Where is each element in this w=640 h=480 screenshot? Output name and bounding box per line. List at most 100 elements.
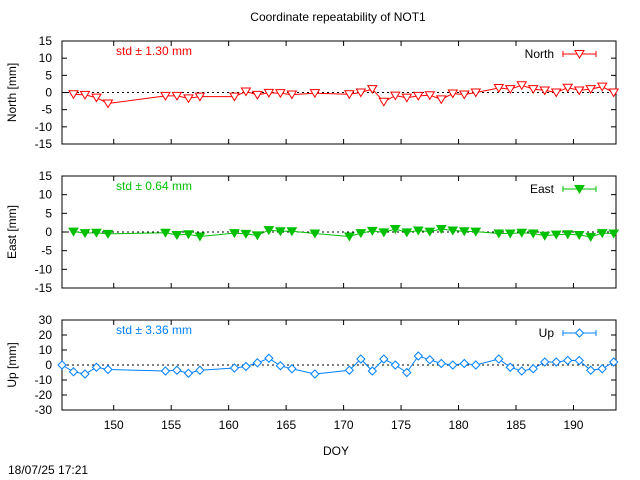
north-point	[493, 84, 505, 94]
up-point	[459, 358, 469, 369]
x-tick-label: 165	[276, 418, 296, 432]
up-ytick-label: 10	[39, 343, 53, 357]
up-point	[367, 366, 378, 376]
up-point	[425, 355, 435, 365]
up-point	[195, 365, 205, 375]
up-point	[402, 367, 412, 378]
north-point	[68, 90, 79, 100]
east-ytick-label: -10	[35, 262, 53, 276]
east-point	[401, 228, 413, 238]
north-ytick-label: 10	[39, 51, 53, 65]
east-point	[102, 229, 114, 239]
east-point	[412, 226, 424, 236]
north-point	[263, 88, 275, 98]
x-tick-label: 150	[104, 418, 124, 432]
north-point	[91, 93, 102, 103]
north-point	[596, 82, 608, 92]
up-legend-label: Up	[539, 326, 555, 340]
east-ytick-label: 15	[39, 169, 53, 183]
east-point	[194, 232, 206, 242]
up-ytick-label: 30	[39, 313, 53, 327]
up-point	[413, 351, 424, 361]
east-point	[550, 230, 562, 240]
up-ytick-label: -10	[35, 373, 53, 387]
north-point	[378, 97, 390, 107]
east-point	[366, 226, 378, 236]
x-tick-label: 160	[219, 418, 239, 432]
up-point	[597, 364, 607, 374]
north-point	[470, 88, 482, 98]
up-point	[287, 364, 297, 374]
x-tick-label: 175	[391, 418, 411, 432]
up-legend-marker	[574, 328, 585, 338]
east-point	[435, 225, 447, 234]
east-point	[91, 228, 102, 238]
up-point	[505, 362, 515, 372]
east-point	[389, 225, 401, 234]
up-point	[563, 355, 573, 366]
up-point	[436, 358, 447, 369]
x-tick-label: 155	[161, 418, 181, 432]
east-point	[470, 227, 482, 237]
east-point	[608, 229, 620, 239]
east-point	[516, 228, 528, 238]
east-ytick-label: -15	[35, 281, 53, 295]
east-point	[596, 229, 608, 239]
north-ytick-label: 0	[45, 86, 52, 100]
up-point	[103, 364, 113, 375]
east-point	[573, 230, 585, 240]
up-point	[57, 360, 67, 370]
north-point	[516, 81, 528, 91]
up-y-axis-label: Up [mm]	[5, 342, 19, 387]
up-point	[574, 355, 584, 366]
up-ytick-label: 20	[39, 328, 53, 342]
east-point	[447, 226, 459, 236]
north-ytick-label: -10	[35, 120, 53, 134]
north-ytick-label: -15	[35, 137, 53, 151]
up-point	[68, 367, 79, 377]
east-point	[355, 229, 367, 239]
north-legend-marker	[574, 50, 585, 59]
up-point	[356, 354, 366, 364]
up-point	[172, 365, 182, 375]
x-tick-label: 190	[563, 418, 583, 432]
east-legend-label: East	[530, 182, 555, 196]
north-ytick-label: 15	[39, 34, 53, 48]
east-ytick-label: 0	[45, 225, 52, 239]
east-point	[527, 229, 539, 239]
up-point	[264, 353, 274, 363]
north-point	[240, 87, 252, 97]
east-legend-marker	[574, 185, 585, 194]
north-point	[550, 88, 562, 98]
north-point	[183, 94, 194, 104]
north-point	[424, 91, 436, 101]
up-point	[528, 364, 538, 374]
north-point	[252, 90, 263, 100]
east-point	[263, 226, 275, 236]
east-point	[493, 229, 505, 239]
up-std-label: std ± 3.36 mm	[116, 323, 192, 337]
up-point	[586, 365, 596, 375]
east-point	[585, 232, 597, 242]
north-ytick-label: -5	[41, 103, 52, 117]
north-point	[286, 90, 298, 100]
up-point	[448, 360, 458, 370]
east-point	[343, 232, 355, 242]
east-point	[68, 227, 79, 237]
up-ytick-label: 0	[45, 358, 52, 372]
north-point	[343, 90, 355, 100]
east-point	[424, 227, 436, 237]
north-point	[229, 92, 240, 102]
up-point	[310, 369, 320, 379]
north-point	[458, 90, 470, 100]
north-point	[573, 86, 585, 96]
north-point	[389, 91, 401, 101]
up-point	[160, 366, 171, 376]
x-tick-label: 185	[506, 418, 526, 432]
up-point	[275, 361, 286, 371]
north-point	[608, 88, 620, 98]
up-point	[183, 368, 194, 378]
panel-east: 15 10 5 0 -5 -10 -15 East [mm] std ± 0.64 mm East	[5, 169, 620, 295]
north-point	[309, 89, 321, 99]
